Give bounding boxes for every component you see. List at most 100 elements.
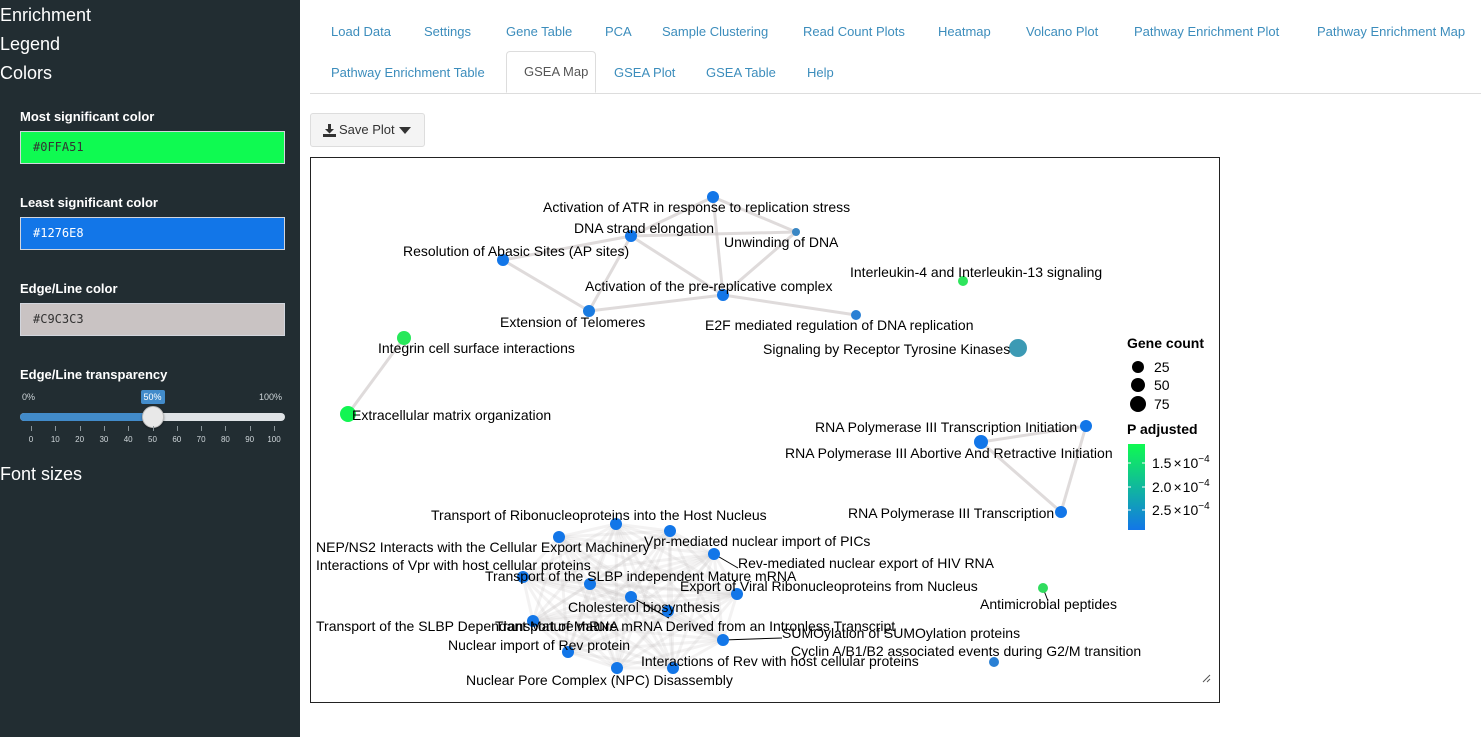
edge-cluster-5-13 <box>588 583 619 669</box>
network-node[interactable] <box>974 435 988 449</box>
node-label: SUMOylation of SUMOylation proteins <box>782 625 1020 641</box>
tab-gsea-plot[interactable]: GSEA Plot <box>614 65 676 80</box>
network-node[interactable] <box>792 228 800 236</box>
slider-tick-label: 90 <box>245 435 255 444</box>
tab-heatmap[interactable]: Heatmap <box>938 24 991 39</box>
edge-cluster-8-10 <box>532 619 724 642</box>
edge-4 <box>502 234 632 262</box>
edge-cluster-11-12 <box>567 650 674 670</box>
network-node[interactable] <box>989 657 999 667</box>
edge-12 <box>980 424 1087 444</box>
network-node[interactable] <box>584 578 596 590</box>
edge-cluster-5-12 <box>588 582 675 670</box>
legend-size-dot-large <box>1130 396 1146 412</box>
network-node[interactable] <box>527 615 539 627</box>
tab-volcano-plot[interactable]: Volcano Plot <box>1026 24 1099 39</box>
network-node[interactable] <box>497 254 509 266</box>
save-plot-button[interactable]: Save Plot <box>310 113 425 147</box>
network-node[interactable] <box>717 289 729 301</box>
network-node[interactable] <box>1038 583 1048 593</box>
tab-gene-table[interactable]: Gene Table <box>506 24 573 39</box>
edge-cluster-8-11 <box>532 619 569 654</box>
slider-tick-label: 0 <box>28 435 34 444</box>
node-label: Integrin cell surface interactions <box>378 340 575 356</box>
network-node[interactable] <box>708 548 720 560</box>
network-node[interactable] <box>662 605 674 617</box>
slider-handle[interactable] <box>141 406 164 428</box>
network-node[interactable] <box>958 276 968 286</box>
network-node[interactable] <box>625 230 637 242</box>
network-node[interactable] <box>397 331 411 345</box>
network-node[interactable] <box>1009 339 1027 357</box>
tab-pca[interactable]: PCA <box>605 24 632 39</box>
node-label: NEP/NS2 Interacts with the Cellular Expo… <box>316 539 650 555</box>
network-node[interactable] <box>340 406 356 422</box>
tab-pathway-enrichment-plot[interactable]: Pathway Enrichment Plot <box>1134 24 1280 39</box>
save-plot-label: Save Plot <box>339 122 395 137</box>
edge-cluster-6-8 <box>532 592 738 623</box>
edge-cluster-0-13 <box>557 536 619 669</box>
tab-gsea-map[interactable]: GSEA Map <box>506 51 596 93</box>
edge-cluster-1-5 <box>589 529 671 586</box>
network-node[interactable] <box>664 525 676 537</box>
edge-cluster-4-7 <box>522 575 632 599</box>
tab-load-data[interactable]: Load Data <box>331 24 391 39</box>
tab-sample-clustering[interactable]: Sample Clustering <box>662 24 769 39</box>
resize-handle-icon[interactable] <box>1202 674 1211 683</box>
network-node[interactable] <box>610 518 622 530</box>
edge-cluster-6-11 <box>567 592 738 654</box>
network-node[interactable] <box>667 662 679 674</box>
edge-8 <box>588 293 724 313</box>
edge-cluster-9-13 <box>615 609 670 670</box>
tab-help[interactable]: Help <box>807 65 834 80</box>
edge-cluster-4-8 <box>521 576 535 622</box>
section-font-sizes[interactable]: Font sizes <box>0 464 83 484</box>
network-node[interactable] <box>611 662 623 674</box>
section-legend[interactable]: Legend <box>0 34 61 54</box>
edge-7 <box>722 230 797 297</box>
edge-cluster-11-13 <box>567 650 618 670</box>
edge-cluster-0-11 <box>557 536 570 653</box>
chevron-down-icon <box>398 127 411 135</box>
tab-pathway-enrichment-map[interactable]: Pathway Enrichment Map <box>1317 24 1466 39</box>
edge-cluster-0-8 <box>531 536 561 622</box>
network-node[interactable] <box>583 305 595 317</box>
edge-cluster-0-6 <box>558 535 738 596</box>
slider-tick-label: 40 <box>123 435 133 444</box>
edge-1 <box>712 195 797 234</box>
network-node[interactable] <box>851 310 861 320</box>
section-colors[interactable]: Colors <box>0 63 53 83</box>
tab-gsea-table[interactable]: GSEA Table <box>706 65 776 80</box>
least-significant-color-input[interactable]: #1276E8 <box>20 217 285 250</box>
section-enrichment[interactable]: Enrichment <box>0 5 92 25</box>
edge-2 <box>711 196 725 296</box>
edge-cluster-1-12 <box>668 530 675 669</box>
node-label: Cyclin A/B1/B2 associated events during … <box>791 643 1141 659</box>
network-node[interactable] <box>717 634 729 646</box>
edge-cluster-8-12 <box>532 619 674 670</box>
network-node[interactable] <box>553 531 565 543</box>
edge-cluster-3-8 <box>532 552 715 623</box>
network-node[interactable] <box>1055 506 1067 518</box>
node-label: Resolution of Abasic Sites (AP sites) <box>403 243 629 259</box>
tab-settings[interactable]: Settings <box>424 24 471 39</box>
network-node[interactable] <box>562 646 574 658</box>
slider-tick-label: 80 <box>220 435 230 444</box>
node-label: Signaling by Receptor Tyrosine Kinases <box>763 341 1010 357</box>
edge-cluster-1-11 <box>566 530 672 653</box>
legend-size-dot-medium <box>1131 378 1145 392</box>
tab-pathway-enrichment-table[interactable]: Pathway Enrichment Table <box>331 65 485 80</box>
network-node[interactable] <box>731 588 743 600</box>
edge-color-input[interactable]: #C9C3C3 <box>20 303 285 336</box>
network-node[interactable] <box>625 591 637 603</box>
network-node[interactable] <box>707 191 719 203</box>
tab-read-count-plots[interactable]: Read Count Plots <box>803 24 905 39</box>
edge-3 <box>630 230 797 238</box>
edge-cluster-3-6 <box>712 553 739 595</box>
edge-cluster-7-13 <box>615 596 633 669</box>
edge-cluster-10-11 <box>567 638 724 654</box>
most-significant-color-input[interactable]: #0FFA51 <box>20 131 285 164</box>
node-label: RNA Polymerase III Transcription Initiat… <box>815 419 1077 435</box>
network-node[interactable] <box>517 571 529 583</box>
network-node[interactable] <box>1080 420 1092 432</box>
